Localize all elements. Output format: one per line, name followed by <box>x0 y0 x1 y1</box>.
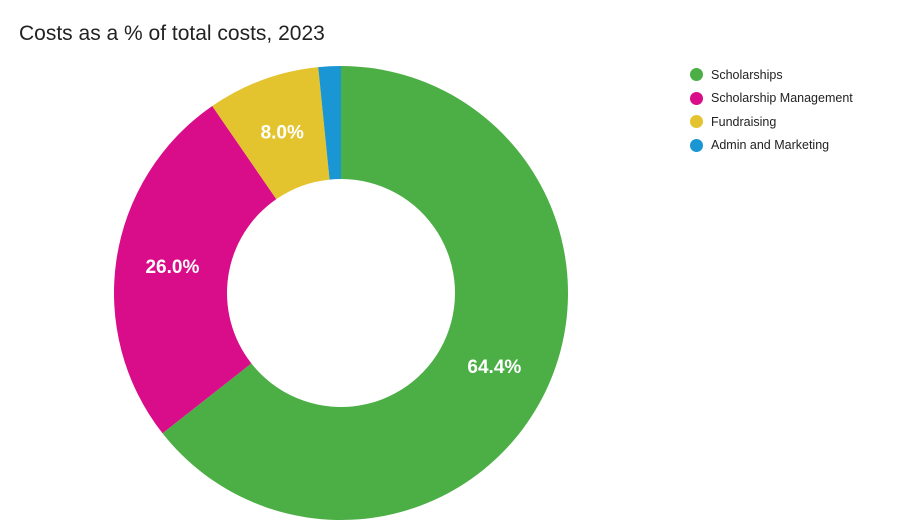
legend-item-scholarships: Scholarships <box>690 63 853 87</box>
chart-legend: Scholarships Scholarship Management Fundra… <box>690 63 853 157</box>
legend-swatch <box>690 115 703 129</box>
slice-labels: 64.4% 26.0% 8.0% <box>145 122 521 378</box>
data-label-fundraising: 8.0% <box>261 122 304 143</box>
legend-swatch <box>690 91 703 105</box>
legend-item-fundraising: Fundraising <box>690 110 853 134</box>
slice-admin-and-marketing <box>318 66 341 180</box>
legend-label: Scholarship Management <box>711 91 853 106</box>
chart-title: Costs as a % of total costs, 2023 <box>19 22 325 45</box>
slice-scholarship-management <box>113 106 277 434</box>
legend-item-admin-and-marketing: Admin and Marketing <box>690 134 853 158</box>
legend-swatch <box>690 138 703 152</box>
legend-item-scholarship-management: Scholarship Management <box>690 87 853 111</box>
slice-fundraising <box>212 67 330 200</box>
data-label-scholarship-management: 26.0% <box>145 257 199 278</box>
legend-label: Scholarships <box>711 67 783 82</box>
slice-scholarships <box>162 66 569 520</box>
legend-label: Admin and Marketing <box>711 138 830 153</box>
legend-label: Fundraising <box>711 114 777 129</box>
data-label-scholarships: 64.4% <box>467 357 521 378</box>
donut-slices <box>113 66 569 520</box>
legend-swatch <box>690 68 703 82</box>
